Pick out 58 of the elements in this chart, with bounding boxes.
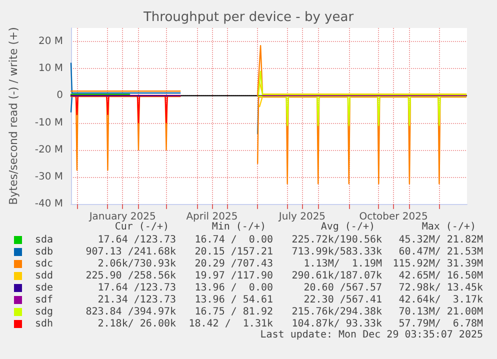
y-tick-label: 10 M [38, 63, 63, 74]
text: 907.13 /241.68k [86, 246, 176, 258]
y-tick-label: -20 M [34, 144, 63, 156]
y-tick-label: -10 M [34, 117, 63, 128]
text: 17.64 /123.73 [98, 234, 176, 246]
text: Avg (-/+) [320, 222, 376, 232]
text: 17.64 /123.73 [98, 282, 176, 294]
text: Max (-/+) [422, 222, 476, 232]
text: 16.74 / 0.00 [194, 234, 274, 246]
y-axis-title: Bytes/second read (-) / write (+) [7, 27, 20, 205]
text: 2.06k/730.93k [98, 258, 176, 270]
text: 225.72k/190.56k [292, 234, 382, 246]
y-tick-label: -30 M [34, 171, 63, 182]
text: 20.60 /567.57 [304, 282, 382, 294]
text: 20.15 /157.21 [194, 246, 274, 258]
text: 45.32M/ 21.82M [398, 234, 484, 246]
legend-label: sdb [35, 246, 54, 258]
legend-label: sdd [35, 270, 54, 282]
text: 57.79M/ 6.78M [398, 318, 484, 330]
text: 42.64k/ 3.17k [398, 294, 484, 306]
text: 42.65M/ 16.50M [398, 270, 484, 282]
text: 20.29 /707.43 [194, 258, 274, 270]
text: 19.97 /117.90 [194, 270, 274, 282]
text: 115.92M/ 31.39M [392, 258, 484, 270]
x-tick-label: October 2025 [359, 212, 428, 222]
text: 1.13M/ 1.19M [304, 258, 382, 270]
legend-label: sda [35, 234, 54, 246]
text: 16.75 / 81.92 [194, 306, 274, 318]
text: 18.42 / 1.31k [188, 318, 274, 330]
legend-label: sde [35, 282, 54, 294]
chart-title: Throughput per device - by year [142, 10, 354, 25]
text: 70.13M/ 21.00M [398, 306, 484, 318]
text: 22.30 /567.41 [304, 294, 382, 306]
text: 290.61k/187.07k [292, 270, 382, 282]
y-tick-label: 0 [56, 90, 63, 102]
text: 21.34 /123.73 [98, 294, 176, 306]
x-tick-label: April 2025 [186, 212, 238, 222]
legend-label: sdg [35, 306, 54, 318]
text: 225.90 /258.56k [86, 270, 176, 282]
text: 823.84 /394.97k [86, 306, 176, 318]
text: 2.18k/ 26.00k [98, 318, 176, 330]
text: 104.87k/ 93.33k [292, 318, 382, 330]
y-tick-label: 20 M [38, 36, 63, 48]
text: 713.99k/583.33k [292, 246, 382, 258]
text: Cur (-/+) [114, 222, 170, 232]
text: 72.98k/ 13.45k [398, 282, 484, 294]
text: 13.96 / 0.00 [194, 282, 274, 294]
text: 60.47M/ 21.53M [398, 246, 484, 258]
x-tick-label: January 2025 [88, 212, 156, 222]
legend-label: sdc [35, 258, 54, 270]
y-tick-label: -40 M [34, 198, 63, 210]
x-tick-label: July 2025 [278, 212, 326, 222]
legend-label: sdh [35, 318, 54, 330]
legend-label: sdf [35, 294, 54, 306]
text: Min (-/+) [212, 222, 266, 232]
text: 13.96 / 54.61 [194, 294, 274, 306]
text: 215.76k/294.38k [292, 306, 382, 318]
text: Last update: Mon Dec 29 03:35:07 2025 [260, 330, 484, 340]
